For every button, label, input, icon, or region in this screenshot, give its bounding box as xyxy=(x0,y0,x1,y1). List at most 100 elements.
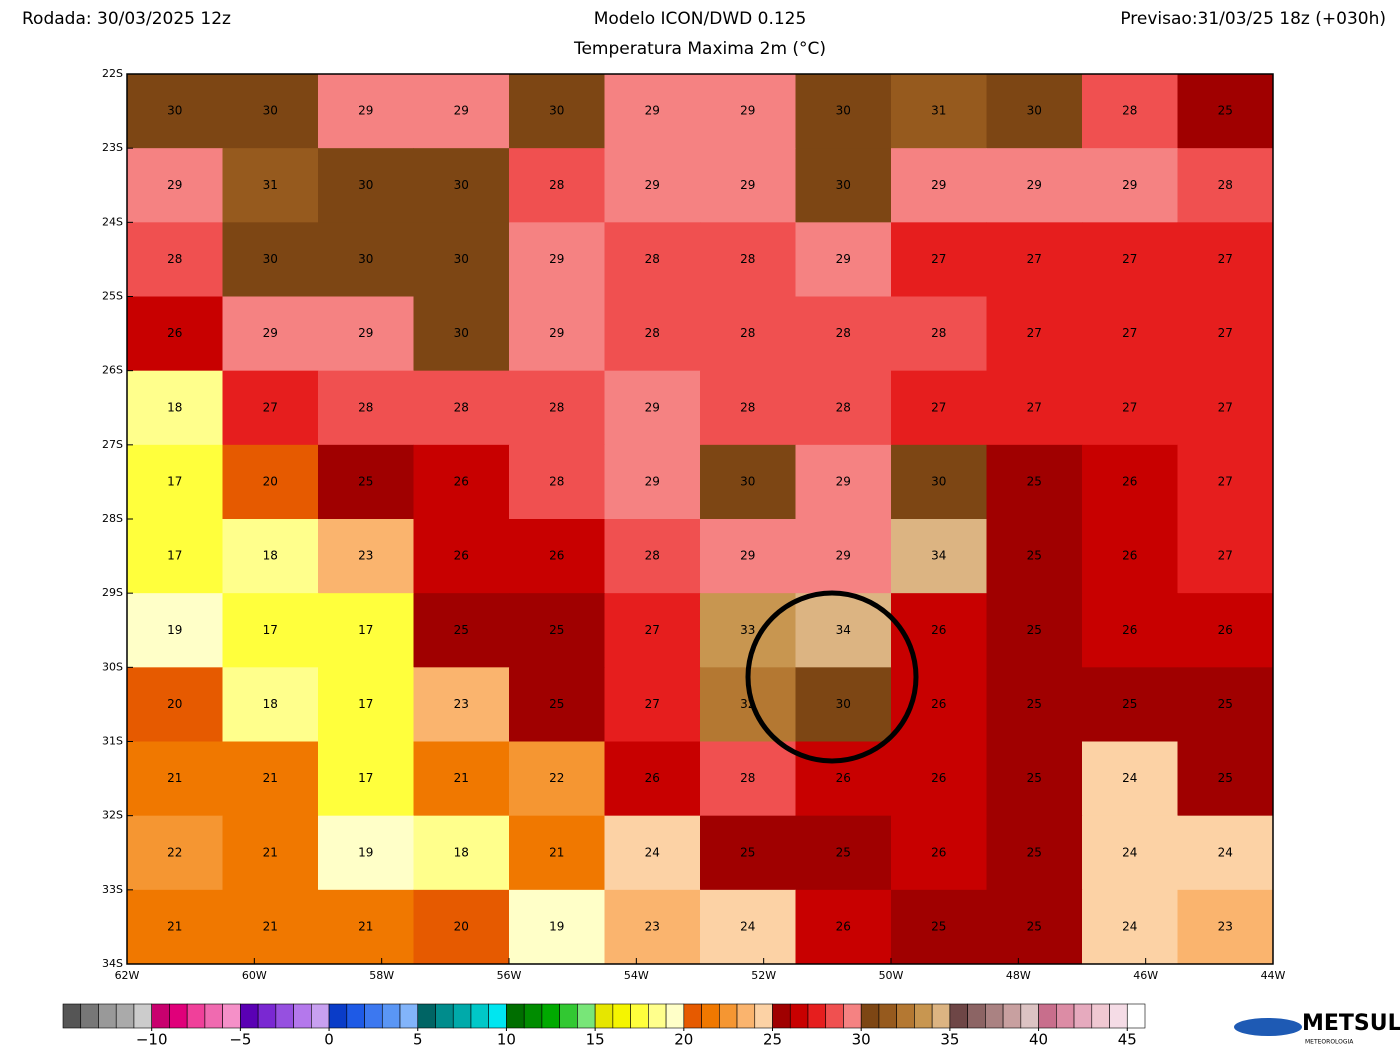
temperature-label: 27 xyxy=(1218,326,1233,340)
temperature-label: 18 xyxy=(263,697,278,711)
temperature-label: 25 xyxy=(549,623,564,637)
colorbar-box xyxy=(701,1003,720,1029)
colorbar-box xyxy=(470,1003,490,1029)
temperature-label: 25 xyxy=(1027,474,1042,488)
temperature-cell xyxy=(1177,148,1274,223)
temperature-cell xyxy=(891,741,987,817)
temperature-cell xyxy=(986,667,1083,742)
temperature-cell xyxy=(222,667,319,742)
temperature-cell xyxy=(986,444,1083,520)
temperature-label: 29 xyxy=(836,474,851,488)
temperature-label: 22 xyxy=(167,845,182,859)
temperature-cell xyxy=(891,593,987,668)
temperature-label: 28 xyxy=(740,252,755,266)
colorbar-box xyxy=(1002,1003,1022,1029)
x-tick-label: 54W xyxy=(624,969,649,982)
temperature-label: 19 xyxy=(358,845,373,859)
temperature-label: 28 xyxy=(549,178,564,192)
temperature-cell xyxy=(604,296,701,372)
temperature-label: 28 xyxy=(645,326,660,340)
temperature-label: 25 xyxy=(836,845,851,859)
temperature-cell xyxy=(891,148,987,223)
temperature-cell xyxy=(891,444,987,520)
temperature-cell xyxy=(986,296,1083,372)
temperature-cell xyxy=(1082,296,1178,372)
temperature-cell xyxy=(1082,519,1178,594)
temperature-cell xyxy=(222,519,319,594)
colorbar: −10 −5 0 5 10 15 20 25 30 35 40 45 xyxy=(62,1003,1146,1049)
temperature-cell xyxy=(986,370,1083,446)
colorbar-label: 40 xyxy=(1029,1031,1048,1049)
x-tick-label: 52W xyxy=(751,969,776,982)
colorbar-box xyxy=(328,1003,348,1029)
temperature-label: 24 xyxy=(1122,771,1137,785)
temperature-cell xyxy=(795,741,892,817)
temperature-label: 29 xyxy=(1122,178,1137,192)
colorbar-box xyxy=(665,1003,685,1029)
temperature-cell xyxy=(700,222,796,297)
temperature-label: 24 xyxy=(740,919,755,933)
colorbar-label: 15 xyxy=(586,1031,605,1049)
colorbar-box xyxy=(62,1003,82,1029)
temperature-cell xyxy=(318,444,414,520)
y-tick-label: 28S xyxy=(102,512,123,525)
temperature-label: 30 xyxy=(454,178,469,192)
temperature-cell xyxy=(318,593,414,668)
temperature-label: 28 xyxy=(549,474,564,488)
temperature-label: 24 xyxy=(645,845,660,859)
temperature-cell xyxy=(604,889,701,965)
temperature-cell xyxy=(127,519,223,594)
temperature-cell xyxy=(604,148,701,223)
temperature-cell xyxy=(413,74,510,149)
temperature-cell xyxy=(509,296,605,372)
colorbar-label: 0 xyxy=(324,1031,334,1049)
temperature-label: 30 xyxy=(454,252,469,266)
temperature-label: 25 xyxy=(1122,697,1137,711)
colorbar-label: −5 xyxy=(229,1031,251,1049)
temperature-label: 17 xyxy=(358,771,373,785)
temperature-label: 25 xyxy=(1027,845,1042,859)
temperature-label: 17 xyxy=(167,549,182,563)
temperature-cell xyxy=(413,519,510,594)
temperature-cell xyxy=(795,519,892,594)
temperature-cell xyxy=(986,519,1083,594)
temperature-label: 29 xyxy=(549,252,564,266)
temperature-label: 26 xyxy=(931,845,946,859)
temperature-label: 26 xyxy=(645,771,660,785)
colorbar-box xyxy=(630,1003,649,1029)
colorbar-box xyxy=(311,1003,330,1029)
temperature-label: 26 xyxy=(931,771,946,785)
colorbar-box xyxy=(541,1003,560,1029)
temperature-cell xyxy=(1082,815,1178,891)
temperature-cell xyxy=(795,815,892,891)
colorbar-box xyxy=(825,1003,844,1029)
temperature-label: 28 xyxy=(645,252,660,266)
colorbar-box xyxy=(293,1003,312,1029)
temperature-cell xyxy=(891,815,987,891)
temperature-label: 34 xyxy=(836,623,851,637)
temperature-cell xyxy=(700,148,796,223)
colorbar-box xyxy=(80,1003,99,1029)
temperature-label: 25 xyxy=(1027,919,1042,933)
temperature-label: 18 xyxy=(167,400,182,414)
colorbar-box xyxy=(204,1003,223,1029)
temperature-label: 17 xyxy=(358,623,373,637)
temperature-cell xyxy=(700,370,796,446)
x-tick-label: 44W xyxy=(1261,969,1286,982)
field: 30 30 29 29 30 29 29 30 31 30 28 25 29 31 30 30 28 29 29 30… xyxy=(127,74,1274,965)
temperature-cell xyxy=(127,148,223,223)
temperature-cell xyxy=(318,815,414,891)
temperature-cell xyxy=(127,74,223,149)
colorbar-box xyxy=(1038,1003,1057,1029)
temperature-label: 21 xyxy=(167,919,182,933)
colorbar-box xyxy=(1020,1003,1039,1029)
temperature-label: 21 xyxy=(358,919,373,933)
temperature-cell xyxy=(509,444,605,520)
temperature-label: 24 xyxy=(1218,845,1233,859)
temperature-cell xyxy=(891,667,987,742)
temperature-label: 25 xyxy=(549,697,564,711)
temperature-label: 25 xyxy=(358,474,373,488)
temperature-label: 25 xyxy=(454,623,469,637)
y-tick-label: 30S xyxy=(102,660,123,673)
colorbar-box xyxy=(452,1003,472,1029)
